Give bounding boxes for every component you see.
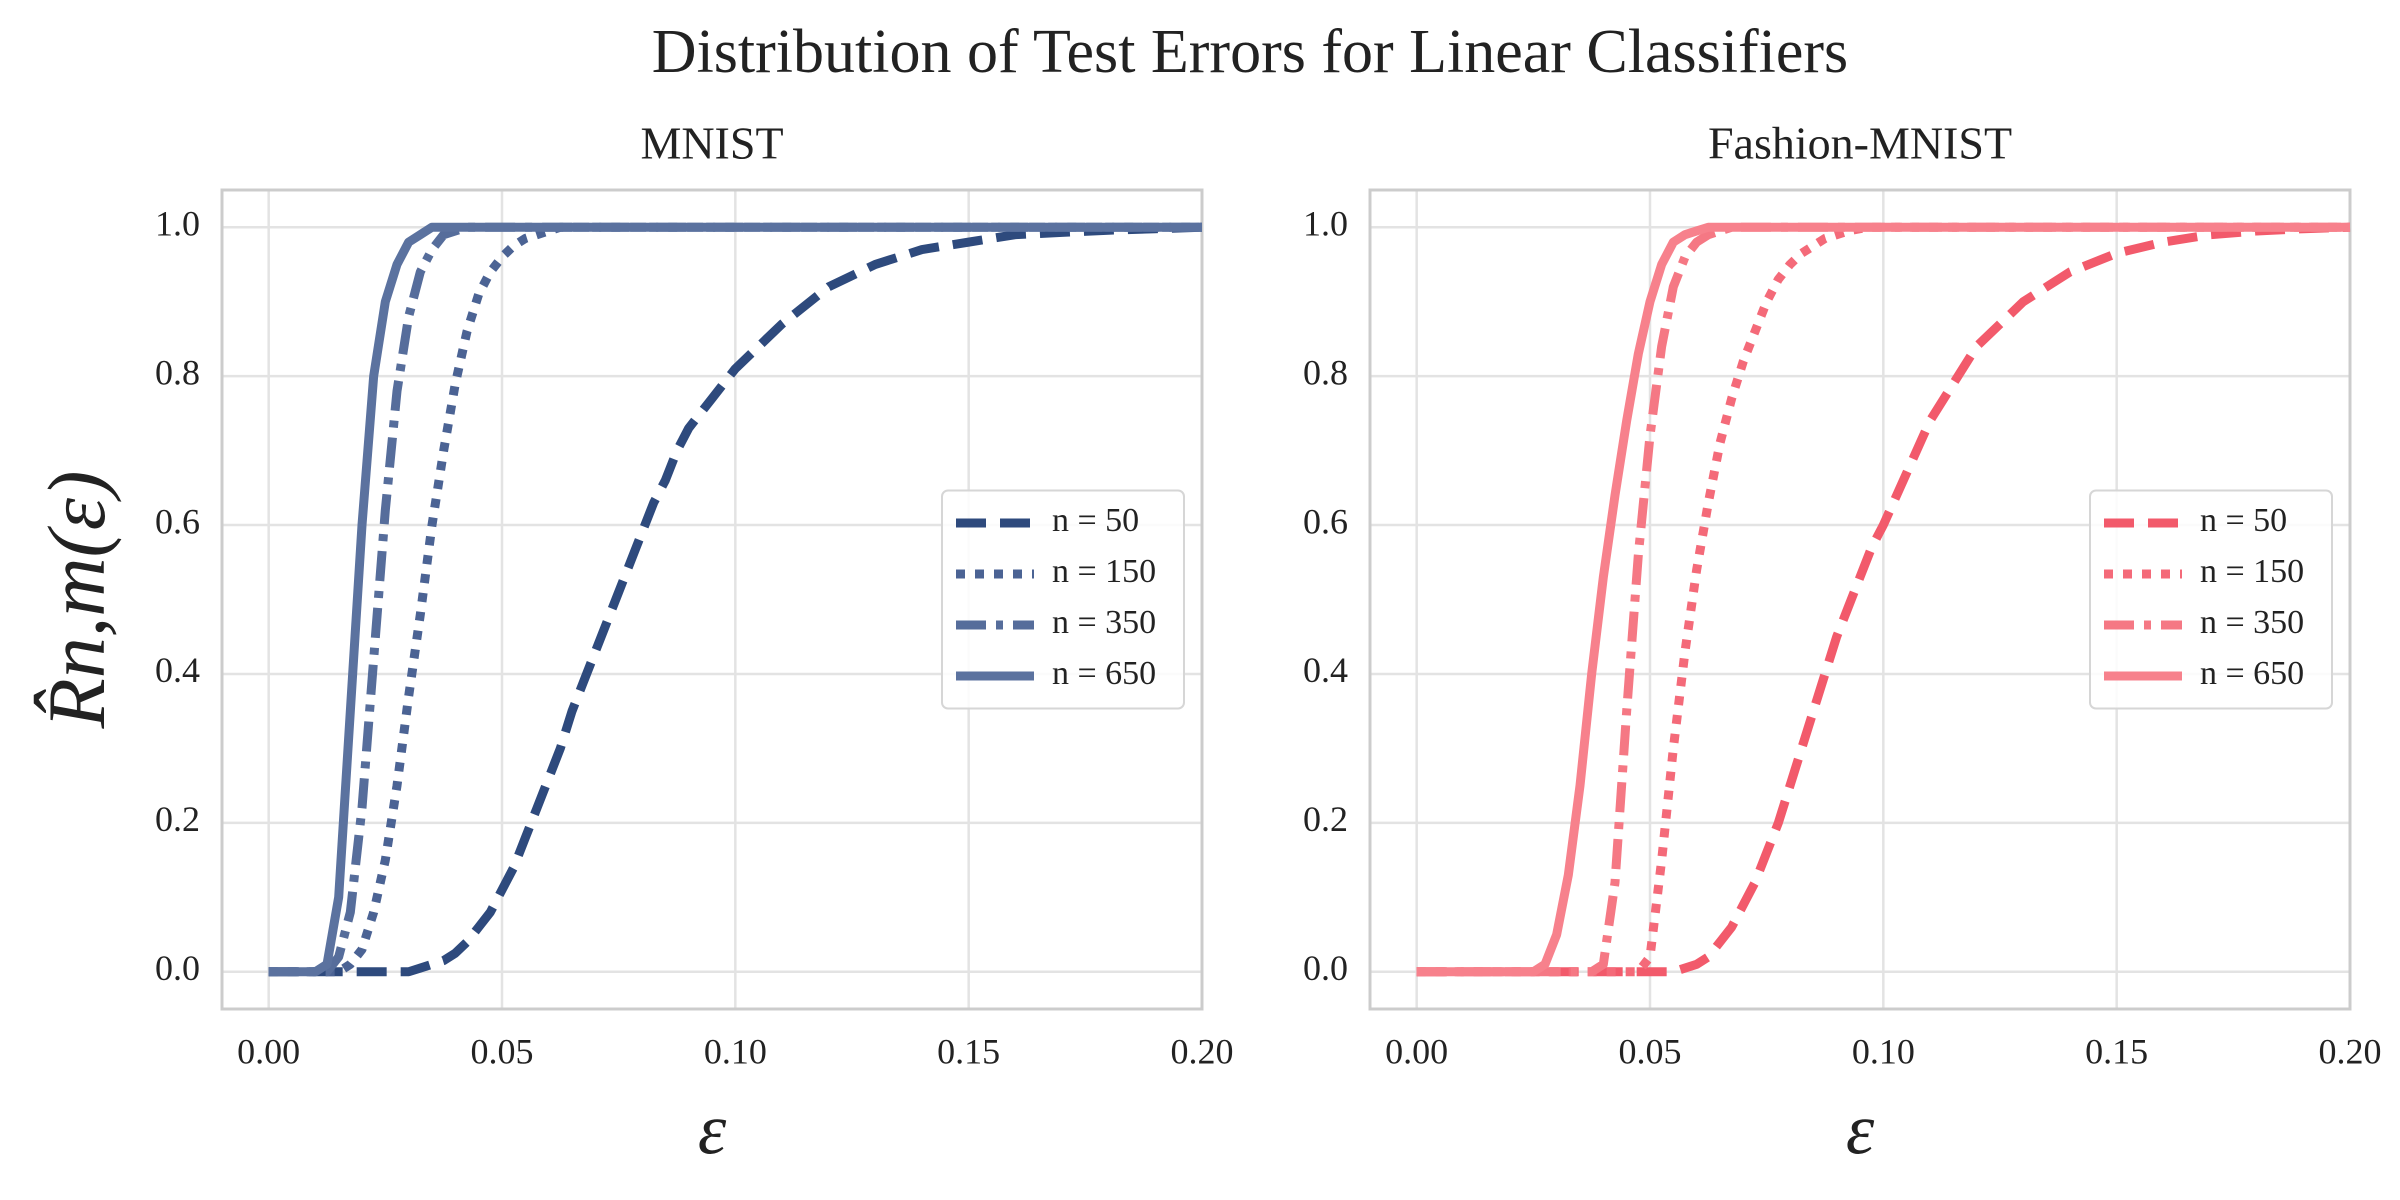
y-tick-label: 0.6 — [155, 501, 200, 541]
x-tick-label: 0.15 — [937, 1031, 1000, 1071]
legend-label: n = 150 — [1052, 553, 1156, 590]
legend-label: n = 350 — [1052, 604, 1156, 641]
x-tick-label: 0.20 — [1171, 1031, 1234, 1071]
legend-label: n = 50 — [1052, 502, 1139, 539]
y-tick-label: 0.4 — [1303, 650, 1348, 690]
legend-label: n = 650 — [1052, 655, 1156, 692]
x-tick-label: 0.10 — [1852, 1031, 1915, 1071]
y-tick-label: 0.6 — [1303, 501, 1348, 541]
legend-label: n = 150 — [2200, 553, 2304, 590]
x-tick-label: 0.05 — [1619, 1031, 1682, 1071]
y-tick-label: 1.0 — [1303, 203, 1348, 243]
subplot-title: MNIST — [640, 118, 783, 169]
data-line — [1416, 222, 2350, 977]
x-tick-label: 0.05 — [471, 1031, 534, 1071]
x-tick-label: 0.10 — [704, 1031, 767, 1071]
y-tick-label: 0.0 — [155, 948, 200, 988]
y-tick-label: 0.8 — [155, 352, 200, 392]
y-tick-label: 0.2 — [155, 799, 200, 839]
axes-frame — [220, 188, 1204, 1011]
legend-label: n = 650 — [2200, 655, 2304, 692]
legend-label: n = 50 — [2200, 502, 2287, 539]
data-line — [268, 222, 1202, 977]
axes-frame — [1368, 188, 2352, 1011]
x-axis-label: ε — [698, 1090, 727, 1170]
subplot: 0.00 0.05 0.10 0.15 0.20 0.0 0.2 0.4 0.6 0.8 1.0 MN… — [31, 118, 1234, 1170]
subplot: 0.00 0.05 0.10 0.15 0.20 0.0 0.2 0.4 0.6 0.8 1.0 Fa… — [1303, 118, 2382, 1170]
x-tick-label: 0.00 — [237, 1031, 300, 1071]
figure-title: Distribution of Test Errors for Linear C… — [652, 18, 1848, 86]
y-axis-label: R̂n,m(ε) — [31, 471, 122, 730]
y-tick-label: 0.8 — [1303, 352, 1348, 392]
subplot-title: Fashion-MNIST — [1708, 118, 2012, 169]
x-tick-label: 0.15 — [2085, 1031, 2148, 1071]
y-tick-label: 1.0 — [155, 203, 200, 243]
legend-box — [2089, 489, 2333, 710]
data-line — [268, 222, 1203, 977]
y-tick-label: 0.2 — [1303, 799, 1348, 839]
y-tick-label: 0.0 — [1303, 948, 1348, 988]
x-tick-label: 0.20 — [2319, 1031, 2382, 1071]
legend-box — [941, 489, 1185, 710]
x-axis-label: ε — [1846, 1090, 1875, 1170]
x-tick-label: 0.00 — [1385, 1031, 1448, 1071]
y-tick-label: 0.4 — [155, 650, 200, 690]
legend-label: n = 350 — [2200, 604, 2304, 641]
